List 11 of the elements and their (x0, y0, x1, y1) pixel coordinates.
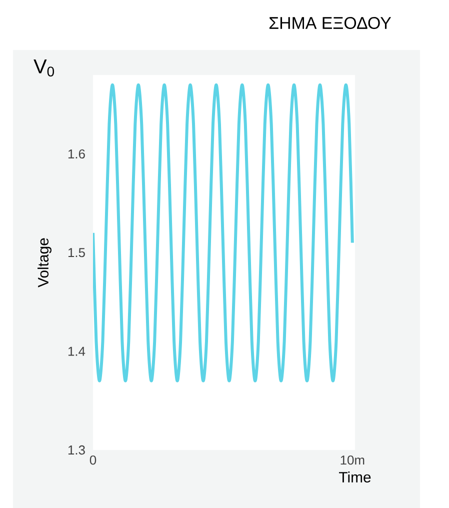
y-axis-title: Voltage (38, 238, 52, 288)
x-axis-title: Time (339, 472, 371, 482)
y-tick-label: 1.5 (68, 248, 85, 258)
line-series (93, 83, 354, 382)
y-tick-label: 1.4 (68, 346, 86, 356)
x-tick-label: 0 (90, 456, 96, 465)
y-tick-label: 1.6 (68, 149, 85, 159)
y-tick-label: 1.3 (68, 445, 85, 455)
chart-title: ΣΗΜΑ ΕΞΟΔΟΥ (269, 16, 392, 29)
x-tick-label: 10m (340, 456, 364, 465)
text: V$_{0}$ (34, 60, 54, 76)
